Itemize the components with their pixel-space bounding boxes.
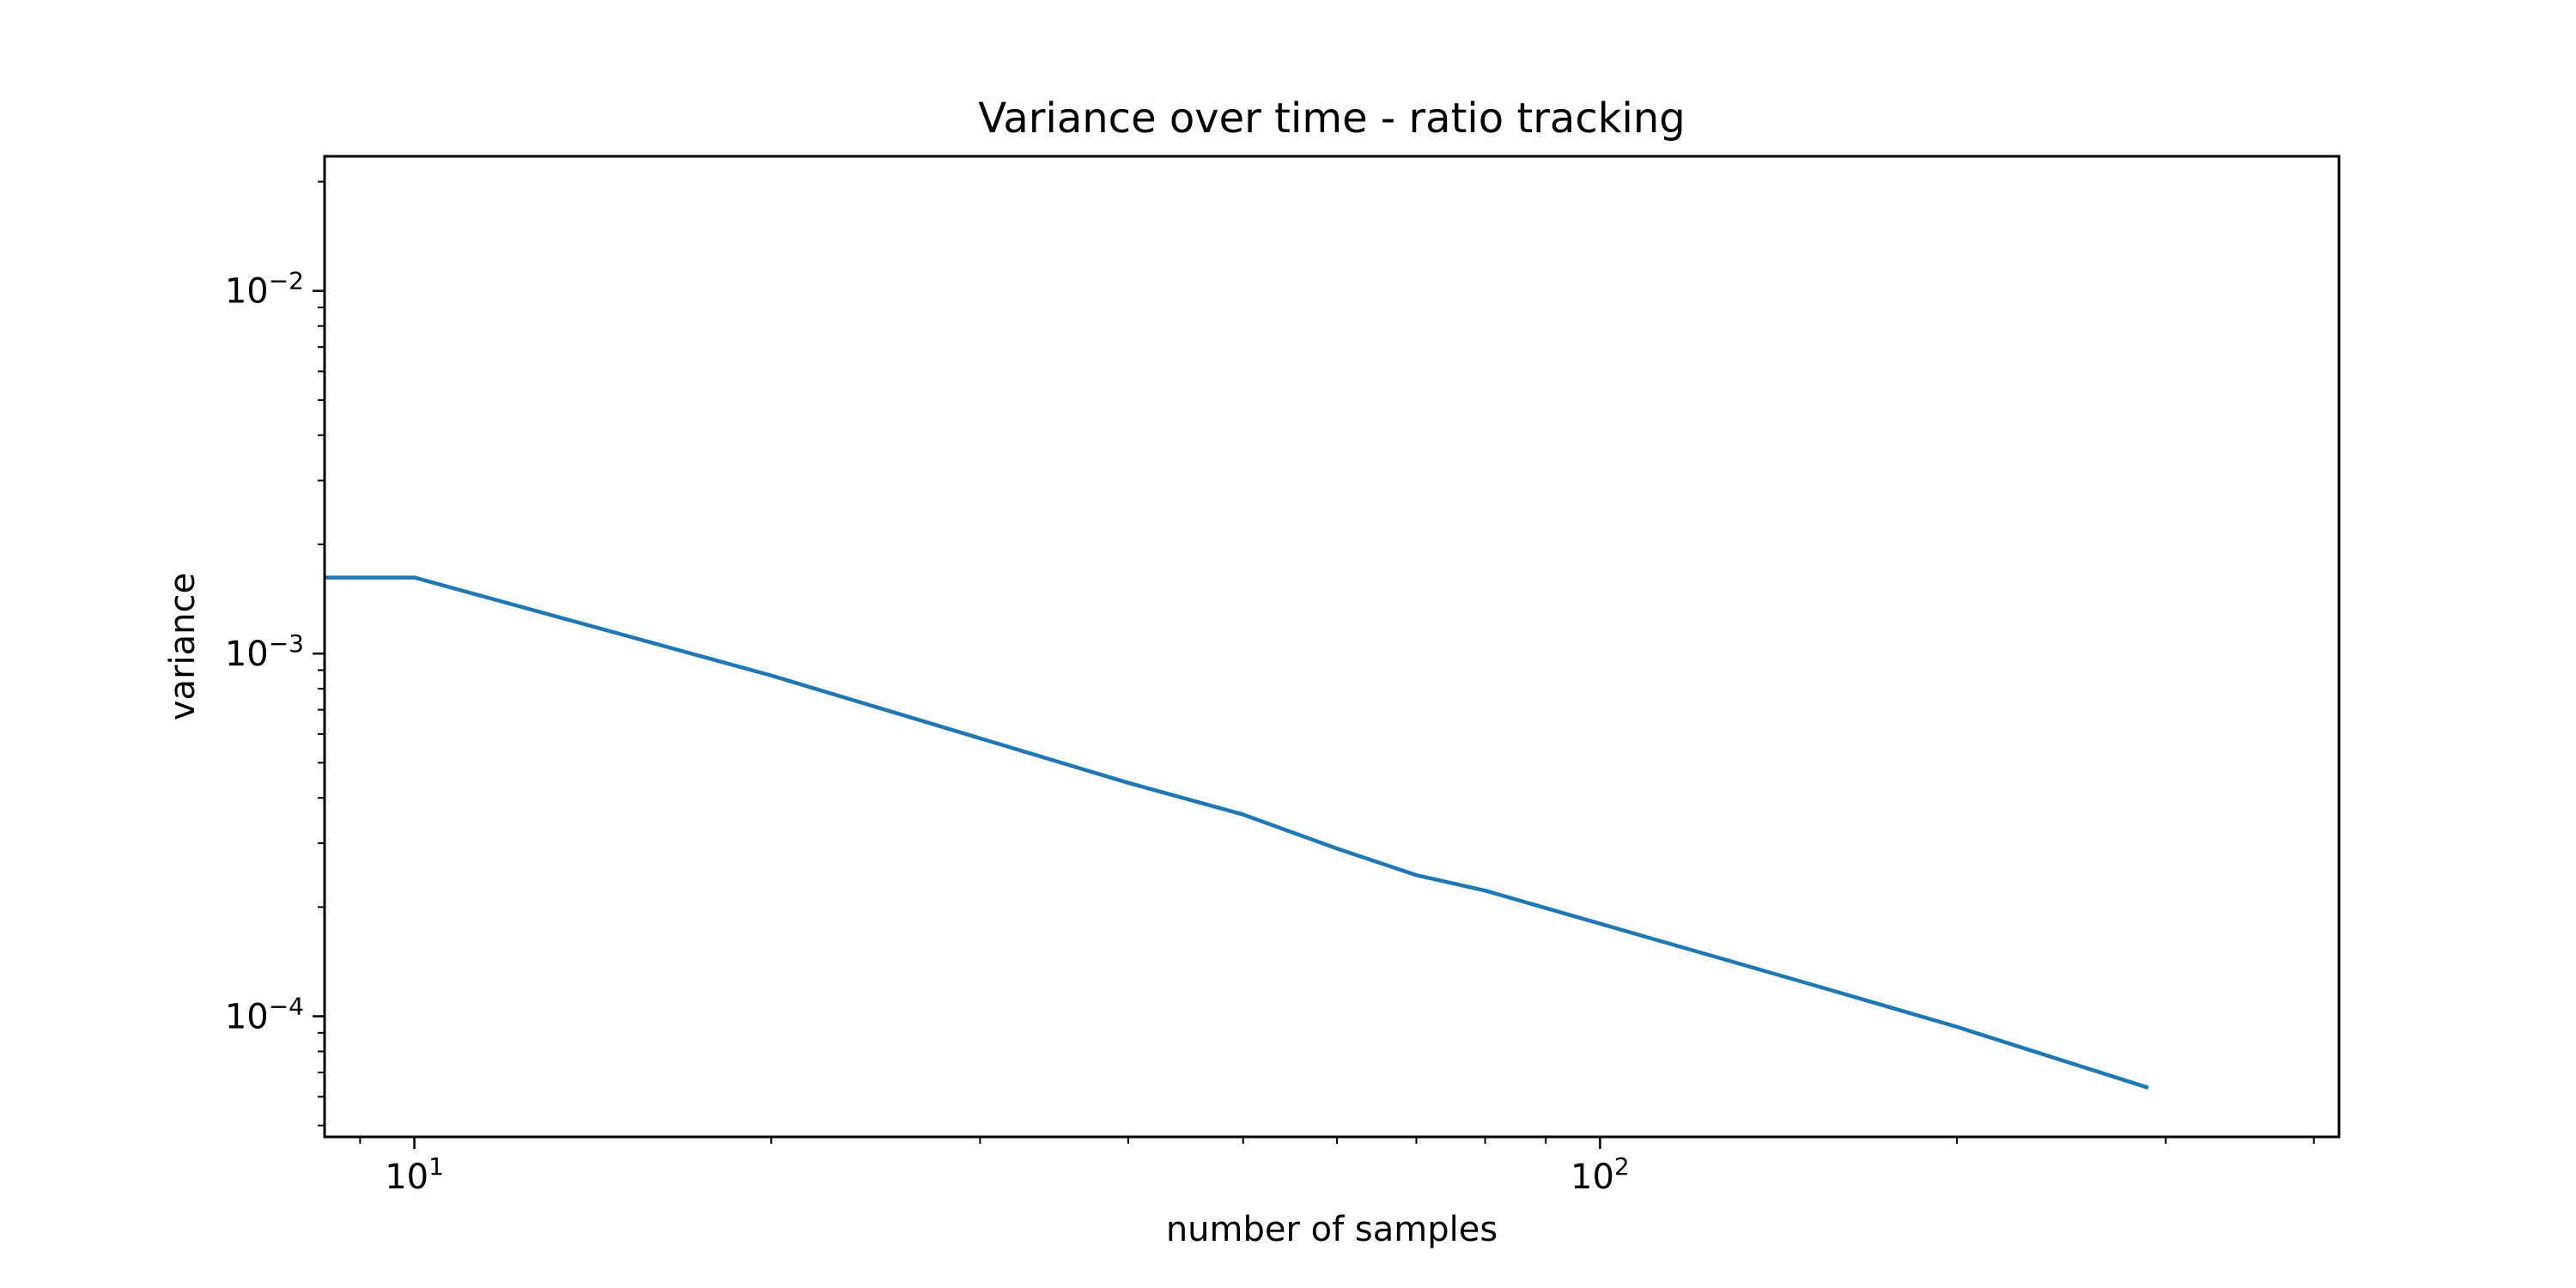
y-axis-title: variance bbox=[163, 573, 203, 720]
x-tick-label: 102 bbox=[1571, 1152, 1630, 1197]
y-tick-label: 10−2 bbox=[225, 267, 304, 312]
x-axis-title: number of samples bbox=[1166, 1210, 1498, 1249]
plot-frame bbox=[323, 155, 2341, 1139]
y-tick-label: 10−4 bbox=[225, 993, 304, 1037]
y-tick-label: 10−3 bbox=[225, 629, 304, 674]
x-tick-label: 101 bbox=[385, 1152, 444, 1197]
series-line bbox=[325, 575, 2149, 1090]
chart-title: Variance over time - ratio tracking bbox=[978, 94, 1686, 143]
